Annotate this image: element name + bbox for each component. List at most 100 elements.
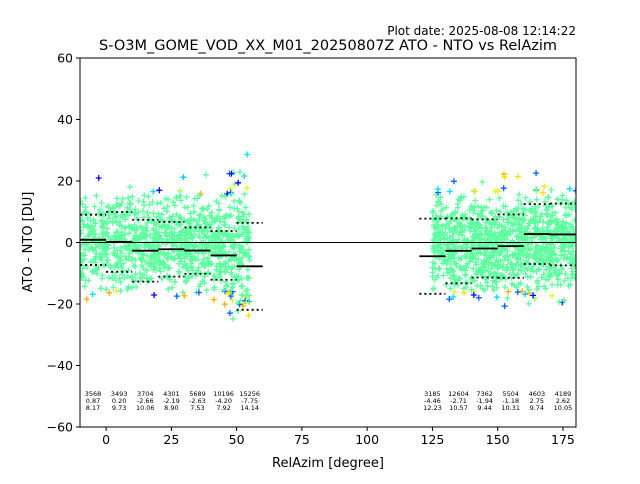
scatter-point (82, 204, 89, 211)
scatter-point (493, 284, 500, 291)
scatter-point (450, 293, 457, 300)
scatter-point (241, 191, 248, 198)
scatter-point (200, 250, 207, 257)
scatter-point (99, 254, 106, 261)
scatter-point (489, 210, 496, 217)
scatter-point (92, 231, 99, 238)
scatter-point (97, 206, 103, 213)
scatter-point (456, 231, 463, 238)
scatter-point (197, 234, 204, 241)
scatter-point (459, 266, 465, 273)
scatter-point (504, 231, 511, 238)
scatter-point (119, 195, 126, 202)
scatter-point (113, 195, 120, 202)
scatter-point (231, 240, 238, 247)
scatter-point (177, 187, 184, 194)
scatter-point (156, 187, 163, 194)
scatter-point (570, 240, 576, 247)
scatter-point (118, 264, 125, 271)
scatter-point (126, 223, 133, 230)
scatter-point (443, 260, 450, 267)
scatter-point (500, 261, 507, 268)
scatter-point (177, 197, 184, 204)
y-tick-label: 60 (57, 51, 73, 66)
scatter-point (433, 231, 440, 238)
scatter-point (490, 277, 497, 284)
scatter-point (103, 251, 110, 258)
scatter-point (175, 268, 182, 275)
scatter-point (429, 209, 436, 216)
scatter-point (533, 170, 540, 177)
scatter-point (182, 262, 189, 269)
scatter-point (144, 227, 151, 234)
scatter-point (516, 226, 523, 233)
scatter-point (224, 283, 231, 290)
scatter-point (137, 234, 144, 241)
scatter-point (87, 218, 94, 224)
y-tick-label: 20 (57, 174, 73, 189)
scatter-point (157, 216, 164, 223)
scatter-point (514, 289, 521, 296)
scatter-point (98, 257, 105, 264)
bin-std-label: 8.90 (164, 404, 178, 412)
scatter-point (555, 276, 562, 283)
scatter-point (522, 291, 529, 298)
scatter-point (483, 227, 489, 234)
scatter-point (534, 286, 541, 293)
scatter-point (525, 254, 532, 261)
scatter-point (137, 242, 144, 249)
scatter-point (444, 270, 451, 276)
scatter-point (161, 205, 167, 212)
scatter-point (116, 218, 123, 225)
scatter-point (201, 256, 207, 262)
scatter-point (168, 254, 175, 261)
scatter-point (145, 193, 152, 200)
scatter-point (559, 221, 566, 228)
x-tick-label: 125 (420, 432, 444, 447)
scatter-point (88, 224, 95, 231)
scatter-point (568, 275, 575, 282)
scatter-point (125, 194, 132, 201)
scatter-point (534, 279, 541, 286)
scatter-point (453, 260, 460, 267)
scatter-point (542, 276, 549, 283)
scatter-point (548, 240, 555, 247)
bin-std-label: 7.92 (216, 404, 230, 412)
scatter-point (520, 206, 527, 212)
scatter-point (537, 228, 544, 235)
scatter-point (503, 266, 510, 273)
scatter-point (132, 271, 139, 278)
scatter-point (432, 222, 439, 229)
scatter-point (109, 275, 116, 282)
scatter-point (448, 266, 454, 273)
scatter-point (118, 229, 125, 236)
scatter-point (138, 262, 145, 269)
scatter-point (556, 298, 563, 305)
scatter-point (233, 232, 240, 239)
scatter-point (207, 260, 214, 267)
scatter-point (561, 297, 568, 304)
bin-mean-label: -4.46 (424, 397, 441, 405)
scatter-point (478, 212, 485, 219)
bin-std-label: 10.31 (501, 404, 520, 412)
scatter-point (538, 210, 545, 217)
scatter-point (191, 208, 197, 215)
scatter-point (234, 300, 241, 306)
scatter-point (562, 270, 569, 277)
bin-mean-label: 2.62 (556, 397, 570, 405)
scatter-point (524, 274, 531, 281)
scatter-point (517, 280, 524, 287)
scatter-point (473, 227, 480, 234)
scatter-point (124, 286, 131, 293)
scatter-point (122, 253, 129, 260)
scatter-point (493, 207, 500, 214)
scatter-point (150, 242, 157, 249)
scatter-point (507, 208, 514, 215)
scatter-point (492, 188, 499, 195)
y-axis: −60 −40 −20 0 20 40 60 (47, 51, 80, 435)
scatter-point (176, 193, 183, 199)
bin-count-label: 7362 (476, 390, 493, 398)
scatter-point (182, 232, 189, 239)
scatter-point (190, 202, 197, 209)
